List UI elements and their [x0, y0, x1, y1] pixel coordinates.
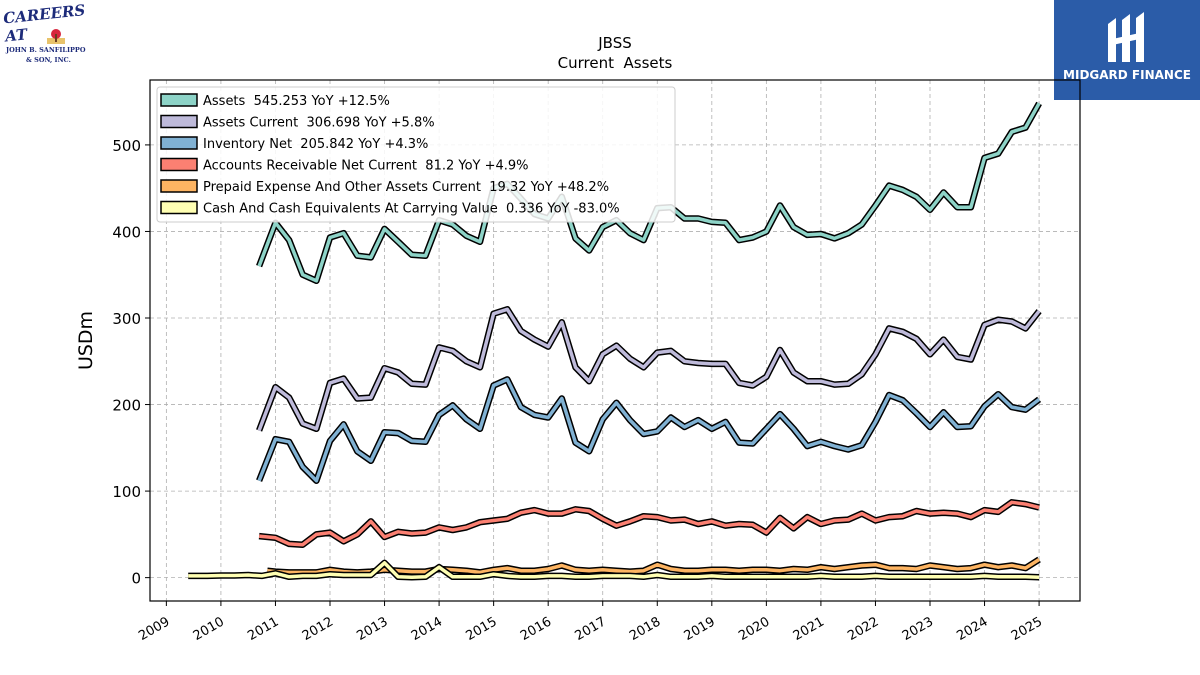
x-tick-label: 2019: [682, 614, 718, 644]
legend-swatch: [160, 136, 198, 150]
x-tick-label: 2018: [627, 614, 663, 644]
midgard-finance-logo: MIDGARD FINANCE: [1054, 0, 1200, 100]
series-line: [258, 500, 1040, 547]
y-tick-label: 200: [112, 397, 141, 415]
x-tick-label: 2016: [518, 614, 554, 644]
series-outline: [258, 499, 1040, 548]
series-outline: [256, 376, 1042, 484]
series-line: [257, 377, 1041, 483]
series-line: [257, 307, 1041, 432]
x-tick-label: 2020: [736, 614, 772, 644]
y-tick-label: 0: [131, 570, 141, 588]
x-tick-label: 2021: [791, 614, 827, 644]
x-tick-label: 2015: [463, 614, 499, 644]
x-tick-label: 2010: [191, 614, 227, 644]
series-line: [188, 561, 1040, 580]
y-tick-label: 400: [112, 223, 141, 241]
legend-swatch: [160, 114, 198, 129]
legend-swatch: [160, 93, 198, 107]
palm-tree-icon: [47, 29, 65, 44]
y-axis-label: USDm: [75, 311, 97, 370]
x-tick-label: 2011: [245, 614, 281, 644]
x-tick-label: 2012: [300, 614, 336, 644]
midgard-mark-icon: [1108, 12, 1144, 62]
legend: Assets 545.253 YoY +12.5% Assets Current …: [156, 86, 676, 223]
legend-entry: Accounts Receivable Net Current 81.2 YoY…: [203, 159, 529, 174]
legend-box: [156, 86, 676, 223]
x-tick-label: 2023: [900, 614, 936, 644]
careers-logo-company: JOHN B. SANFILIPPO: [6, 46, 86, 54]
x-tick-label: 2022: [845, 614, 881, 644]
y-tick-label: 100: [112, 483, 141, 501]
legend-entry: Cash And Cash Equivalents At Carrying Va…: [203, 202, 620, 217]
x-tick-label: 2014: [409, 614, 445, 644]
y-tick-label: 300: [112, 310, 141, 328]
x-tick-label: 2025: [1009, 614, 1045, 644]
legend-entry: Assets 545.253 YoY +12.5%: [203, 94, 390, 109]
chart-title: JBSS: [597, 34, 632, 52]
legend-entry: Inventory Net 205.842 YoY +4.3%: [203, 137, 428, 152]
legend-swatch: [160, 200, 198, 215]
y-tick-label: 500: [112, 137, 141, 155]
series-outline: [256, 306, 1042, 433]
plot-frame: [149, 79, 1081, 602]
chart-subtitle: Current Assets: [558, 54, 673, 72]
legend-entry: Assets Current 306.698 YoY +5.8%: [203, 116, 435, 131]
series-line: [257, 102, 1041, 283]
careers-logo: CAREERS AT JOHN B. SANFILIPPO & SON, INC…: [0, 0, 110, 75]
x-tick-label: 2013: [354, 614, 390, 644]
x-tick-label: 2017: [573, 614, 609, 644]
x-tick-label: 2024: [954, 614, 990, 644]
legend-swatch: [160, 157, 198, 172]
midgard-brand-text: MIDGARD FINANCE: [1063, 68, 1191, 82]
careers-logo-suffix: & SON, INC.: [26, 56, 71, 64]
x-tick-label: 2009: [136, 614, 172, 644]
legend-swatch: [160, 179, 198, 193]
legend-entry: Prepaid Expense And Other Assets Current…: [203, 180, 609, 195]
series-layer: [188, 101, 1042, 581]
